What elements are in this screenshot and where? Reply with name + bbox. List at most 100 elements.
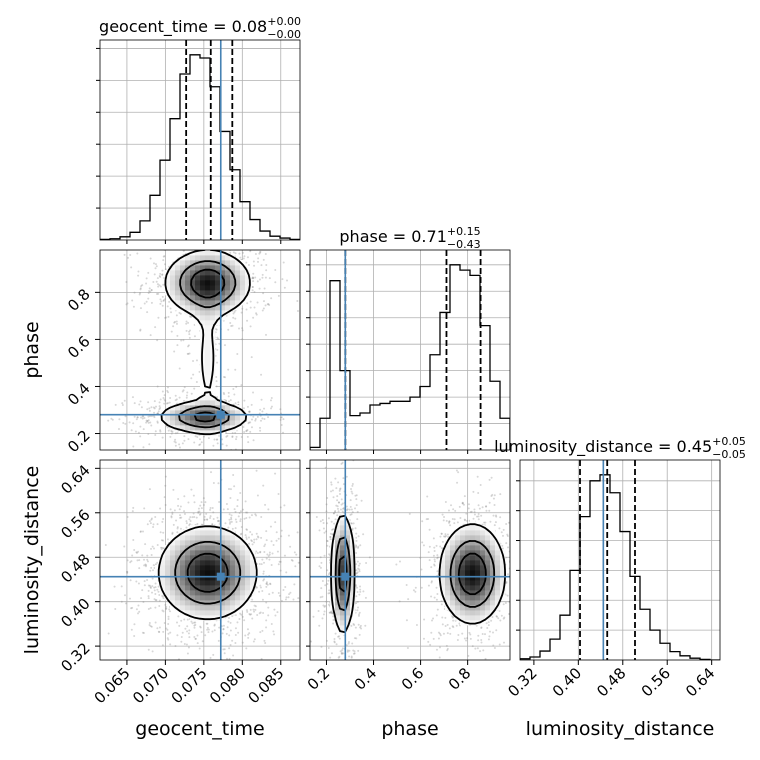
sample-point (285, 571, 288, 574)
sample-point (428, 545, 431, 548)
sample-point (258, 252, 261, 255)
sample-point (258, 562, 261, 565)
sample-point (273, 243, 275, 245)
sample-point (261, 629, 264, 632)
sample-point (267, 606, 270, 609)
density-cell (220, 600, 226, 606)
sample-point (256, 415, 259, 418)
density-cell (170, 545, 176, 551)
sample-point (124, 415, 127, 418)
sample-point (249, 608, 252, 611)
density-cell (205, 265, 211, 271)
sample-point (166, 305, 169, 308)
sample-point (164, 399, 167, 402)
sample-point (453, 518, 456, 521)
sample-point (235, 385, 238, 388)
density-cell (210, 250, 216, 256)
sample-point (216, 361, 219, 364)
sample-point (214, 237, 216, 239)
sample-point (150, 288, 153, 291)
sample-point (331, 695, 333, 697)
sample-point (268, 277, 271, 280)
sample-point (222, 628, 225, 631)
density-cell (210, 535, 216, 541)
sample-point (249, 663, 251, 665)
sample-point (209, 508, 212, 511)
sample-point (147, 419, 150, 422)
sample-point (195, 516, 198, 519)
sample-point (440, 547, 443, 550)
sample-point (133, 402, 136, 405)
sample-point (107, 632, 110, 635)
sample-point (151, 577, 154, 580)
sample-point (456, 521, 459, 524)
sample-point (178, 508, 181, 511)
density-cell (185, 300, 191, 306)
truth-marker (216, 572, 225, 581)
density-cell (190, 265, 196, 271)
density-cell (230, 545, 236, 551)
density-cell (200, 555, 206, 561)
sample-point (135, 608, 138, 611)
sample-point (334, 435, 336, 437)
density-cell (180, 555, 186, 561)
sample-point (194, 230, 196, 232)
density-cell (205, 560, 211, 566)
sample-point (342, 483, 345, 486)
sample-point (191, 246, 193, 248)
sample-point (162, 610, 165, 613)
sample-point (248, 411, 251, 414)
sample-point (486, 626, 489, 629)
sample-point (162, 539, 165, 542)
density-cell (165, 545, 171, 551)
density-cell (210, 580, 216, 586)
sample-point (231, 324, 234, 327)
sample-point (441, 623, 444, 626)
sample-point (481, 667, 483, 669)
sample-point (250, 613, 253, 616)
density-cell (230, 560, 236, 566)
sample-point (130, 607, 133, 610)
sample-point (165, 605, 168, 608)
sample-point (189, 245, 191, 247)
density-cell (190, 260, 196, 266)
sample-point (252, 260, 255, 263)
density-cell (205, 290, 211, 296)
density-cell (200, 275, 206, 281)
sample-point (133, 549, 136, 552)
sample-point (274, 472, 277, 475)
sample-point (348, 679, 350, 681)
sample-point (155, 280, 158, 283)
sample-point (187, 438, 190, 441)
density-cell (215, 400, 221, 406)
sample-point (280, 416, 283, 419)
density-cell (170, 300, 176, 306)
sample-point (351, 511, 354, 514)
sample-point (339, 451, 341, 453)
sample-point (186, 352, 189, 355)
sample-point (252, 272, 255, 275)
sample-point (133, 291, 136, 294)
sample-point (142, 415, 145, 418)
sample-point (145, 419, 148, 422)
sample-point (254, 228, 256, 230)
sample-point (226, 248, 228, 250)
sample-point (245, 308, 248, 311)
density-cell (210, 380, 216, 386)
sample-point (149, 584, 152, 587)
sample-point (272, 630, 275, 633)
density-cell (230, 555, 236, 561)
density-cell (230, 280, 236, 286)
density-cell (245, 570, 251, 576)
sample-point (301, 287, 303, 289)
sample-point (252, 316, 255, 319)
sample-point (190, 228, 192, 230)
sample-point (222, 508, 225, 511)
sample-point (484, 505, 487, 508)
sample-point (436, 554, 439, 557)
density-cell (235, 600, 241, 606)
sample-point (442, 632, 445, 635)
sample-point (239, 256, 242, 259)
sample-point (174, 441, 177, 444)
sample-point (435, 598, 438, 601)
